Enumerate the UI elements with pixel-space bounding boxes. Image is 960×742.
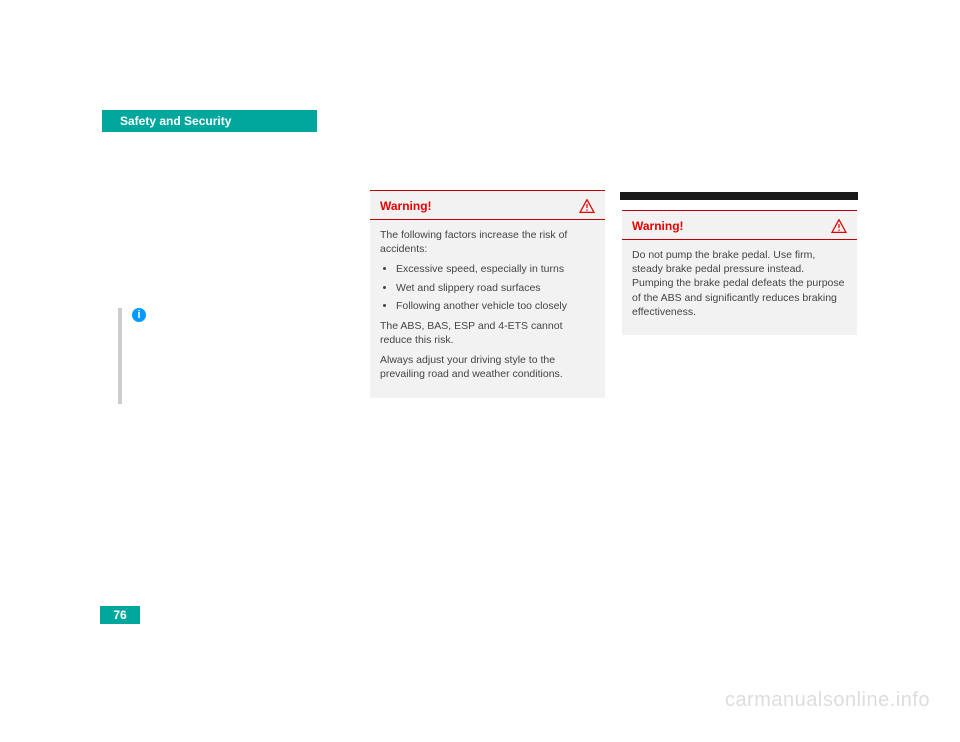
column-3-bottom: Braking At the instant one of the wheels… <box>622 355 857 529</box>
warning-triangle-icon <box>831 219 847 233</box>
warning2-header: Warning! <box>622 211 857 240</box>
warning-triangle-icon <box>579 199 595 213</box>
col1-para1: In this section you will find informatio… <box>118 211 353 241</box>
note-box: i In winter operation, the maximum effec… <box>118 308 348 385</box>
warning-box-2: Warning! Do not pump the brake pedal. Us… <box>622 210 857 335</box>
warning1-list: Excessive speed, especially in turns Wet… <box>380 262 595 313</box>
section-subtitle: Driving safety systems <box>118 140 249 154</box>
section-header-tab: Safety and Security <box>102 110 317 132</box>
note-sidebar <box>118 308 122 404</box>
warning1-intro: The following factors increase the risk … <box>380 228 595 256</box>
warning1-mid: The ABS, BAS, ESP and 4-ETS cannot reduc… <box>380 319 595 347</box>
page-number: 76 <box>100 606 140 624</box>
col1-heading: Driving safety systems <box>118 190 353 205</box>
warning1-header: Warning! <box>370 191 605 220</box>
note-text: In winter operation, the maximum effecti… <box>132 326 348 385</box>
warning1-bullet-2: Wet and slippery road surfaces <box>396 281 595 295</box>
col2-para1: The ABS regulates brake pressure so that… <box>370 456 605 501</box>
warning1-bullet-3: Following another vehicle too closely <box>396 299 595 313</box>
col3-para1: At the instant one of the wheels is abou… <box>622 376 857 465</box>
warning2-text: Do not pump the brake pedal. Use firm, s… <box>632 248 847 319</box>
col2-heading: ABS (Antilock Brake System) <box>370 435 605 450</box>
note-content: i In winter operation, the maximum effec… <box>118 308 348 385</box>
warning2-title: Warning! <box>632 219 684 233</box>
col3-heading: Braking <box>622 355 857 370</box>
watermark: carmanualsonline.info <box>725 689 930 712</box>
warning-box-1: Warning! The following factors increase … <box>370 190 605 398</box>
warning1-bullet-1: Excessive speed, especially in turns <box>396 262 595 276</box>
section-header-text: Safety and Security <box>120 114 231 128</box>
column-2: ABS (Antilock Brake System) The ABS regu… <box>370 435 605 595</box>
column-1: Driving safety systems In this section y… <box>118 190 353 251</box>
info-icon: i <box>132 308 146 322</box>
page-number-text: 76 <box>113 608 126 622</box>
col3-para2: Continuous steady brake pedal pressure y… <box>622 475 857 520</box>
warning1-body: The following factors increase the risk … <box>370 220 605 398</box>
col2-para2: The ABS is functional above a speed of a… <box>370 510 605 584</box>
warning1-end: Always adjust your driving style to the … <box>380 353 595 381</box>
manual-page: Safety and Security Driving safety syste… <box>0 0 960 742</box>
divider-strip <box>620 192 858 200</box>
warning1-title: Warning! <box>380 199 432 213</box>
warning2-body: Do not pump the brake pedal. Use firm, s… <box>622 240 857 335</box>
